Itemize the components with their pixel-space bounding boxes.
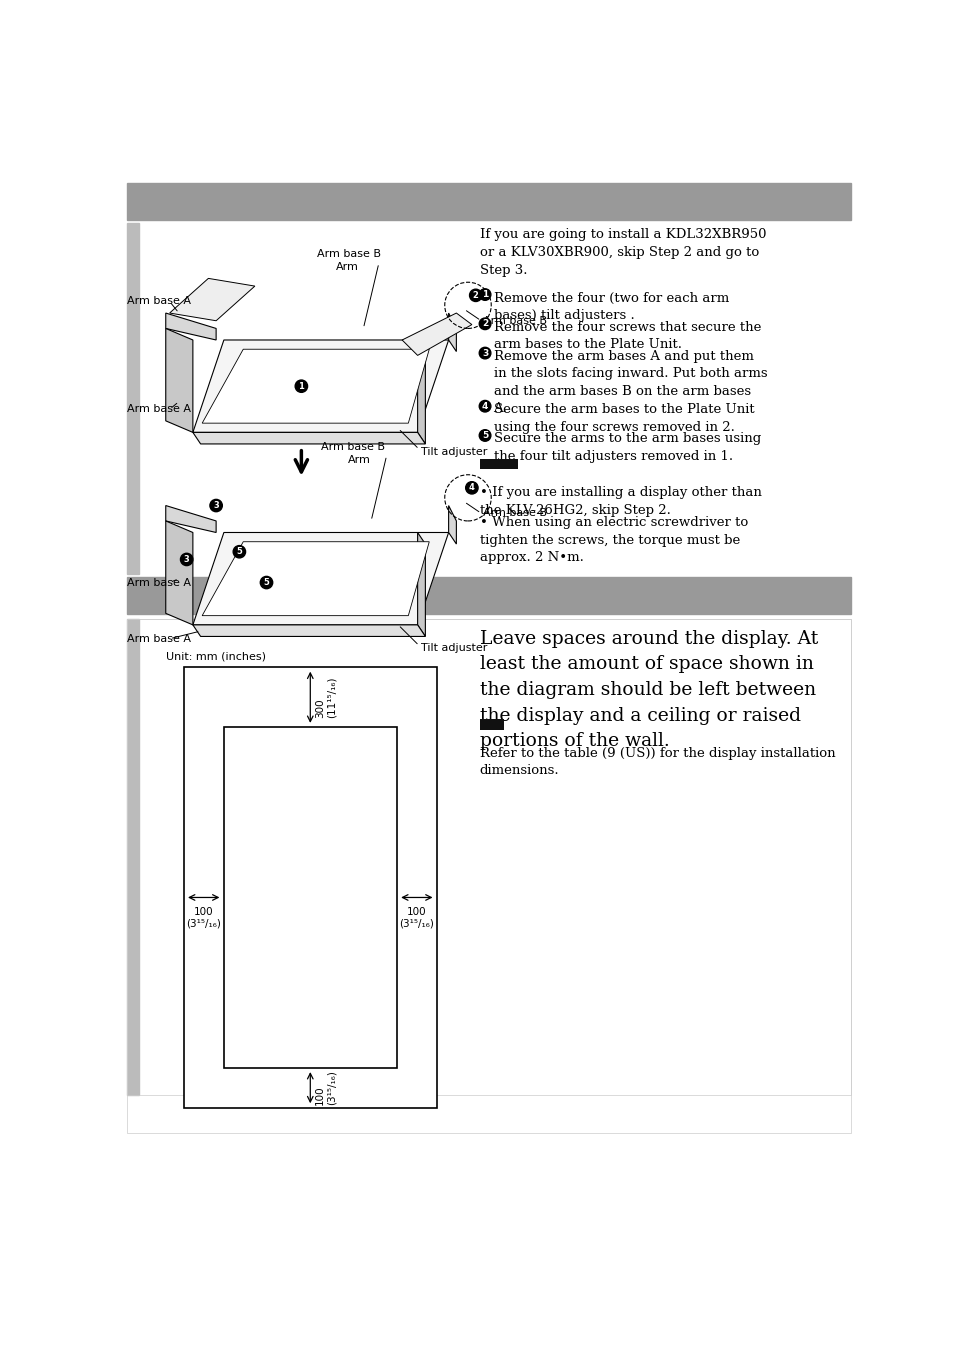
Bar bbox=[224, 727, 396, 1067]
Bar bbox=[127, 619, 139, 1094]
Bar bbox=[479, 458, 517, 469]
Circle shape bbox=[478, 289, 491, 300]
Circle shape bbox=[478, 347, 491, 359]
Text: Arm base B: Arm base B bbox=[483, 316, 547, 326]
Polygon shape bbox=[166, 521, 193, 626]
Polygon shape bbox=[202, 542, 429, 616]
Text: 3: 3 bbox=[481, 349, 488, 358]
Bar bbox=[183, 667, 436, 1108]
Circle shape bbox=[210, 500, 222, 512]
Bar bbox=[479, 719, 504, 730]
Polygon shape bbox=[417, 340, 425, 444]
Polygon shape bbox=[193, 626, 425, 636]
Text: Tilt adjuster: Tilt adjuster bbox=[421, 447, 487, 457]
Circle shape bbox=[478, 430, 491, 442]
Circle shape bbox=[180, 554, 193, 566]
Text: If you are going to install a KDL32XBR950
or a KLV30XBR900, skip Step 2 and go t: If you are going to install a KDL32XBR95… bbox=[479, 228, 765, 277]
Bar bbox=[127, 619, 850, 1094]
Text: Arm: Arm bbox=[335, 262, 358, 273]
Polygon shape bbox=[193, 532, 448, 626]
Text: 300
(11¹⁵/₁₆): 300 (11¹⁵/₁₆) bbox=[314, 677, 336, 717]
Bar bbox=[127, 223, 139, 574]
Text: 5: 5 bbox=[263, 578, 269, 588]
Bar bbox=[127, 619, 850, 1133]
Text: 5: 5 bbox=[236, 547, 242, 557]
Text: 2: 2 bbox=[473, 290, 478, 300]
Circle shape bbox=[233, 546, 245, 558]
Text: Tilt adjuster: Tilt adjuster bbox=[421, 643, 487, 653]
Circle shape bbox=[469, 289, 481, 301]
Polygon shape bbox=[193, 432, 425, 444]
Text: 3: 3 bbox=[213, 501, 219, 511]
Text: 1: 1 bbox=[481, 290, 488, 299]
Text: 100
(3¹⁵/₁₆): 100 (3¹⁵/₁₆) bbox=[186, 907, 221, 928]
Bar bbox=[127, 182, 850, 220]
Polygon shape bbox=[166, 328, 193, 432]
Text: Arm base A: Arm base A bbox=[127, 296, 191, 307]
Text: 5: 5 bbox=[481, 431, 488, 440]
Polygon shape bbox=[448, 313, 456, 351]
Text: Unit: mm (inches): Unit: mm (inches) bbox=[166, 651, 266, 661]
Text: 4: 4 bbox=[481, 401, 488, 411]
Circle shape bbox=[465, 482, 477, 494]
Text: 2: 2 bbox=[481, 319, 488, 328]
Text: Secure the arm bases to the Plate Unit
using the four screws removed in 2.: Secure the arm bases to the Plate Unit u… bbox=[493, 403, 754, 434]
Text: Arm base B: Arm base B bbox=[316, 249, 380, 259]
Text: 100
(3¹⁵/₁₆): 100 (3¹⁵/₁₆) bbox=[314, 1070, 336, 1105]
Polygon shape bbox=[170, 278, 254, 320]
Circle shape bbox=[260, 577, 273, 589]
Text: • If you are installing a display other than
the KLV-26HG2, skip Step 2.: • If you are installing a display other … bbox=[479, 486, 760, 517]
Circle shape bbox=[478, 317, 491, 330]
Text: Remove the four screws that secure the
arm bases to the Plate Unit.: Remove the four screws that secure the a… bbox=[493, 320, 760, 351]
Polygon shape bbox=[166, 505, 216, 532]
Polygon shape bbox=[402, 313, 472, 355]
Text: Arm base B: Arm base B bbox=[483, 508, 547, 519]
Text: Remove the arm bases A and put them
in the slots facing inward. Put both arms
an: Remove the arm bases A and put them in t… bbox=[493, 350, 766, 416]
Text: Leave spaces around the display. At
least the amount of space shown in
the diagr: Leave spaces around the display. At leas… bbox=[479, 630, 817, 750]
Text: 1: 1 bbox=[298, 382, 304, 390]
Text: Remove the four (two for each arm
bases) tilt adjusters .: Remove the four (two for each arm bases)… bbox=[493, 292, 728, 322]
Text: Arm base B: Arm base B bbox=[320, 442, 384, 451]
Circle shape bbox=[294, 380, 307, 392]
Bar bbox=[127, 577, 850, 615]
Text: Arm base A: Arm base A bbox=[127, 404, 191, 415]
Text: Arm base A: Arm base A bbox=[127, 634, 191, 643]
Text: Arm base A: Arm base A bbox=[127, 577, 191, 588]
Text: Arm: Arm bbox=[348, 455, 371, 465]
Text: Refer to the table (9 (US)) for the display installation
dimensions.: Refer to the table (9 (US)) for the disp… bbox=[479, 747, 835, 777]
Polygon shape bbox=[448, 505, 456, 544]
Polygon shape bbox=[202, 349, 429, 423]
Polygon shape bbox=[193, 340, 448, 432]
Text: Secure the arms to the arm bases using
the four tilt adjusters removed in 1.: Secure the arms to the arm bases using t… bbox=[493, 432, 760, 463]
Text: 3: 3 bbox=[184, 555, 190, 563]
Polygon shape bbox=[166, 313, 216, 340]
Text: • When using an electric screwdriver to
tighten the screws, the torque must be
a: • When using an electric screwdriver to … bbox=[479, 516, 747, 565]
Circle shape bbox=[478, 400, 491, 412]
Text: 4: 4 bbox=[469, 484, 475, 492]
Text: 100
(3¹⁵/₁₆): 100 (3¹⁵/₁₆) bbox=[399, 907, 434, 928]
Polygon shape bbox=[417, 532, 425, 636]
